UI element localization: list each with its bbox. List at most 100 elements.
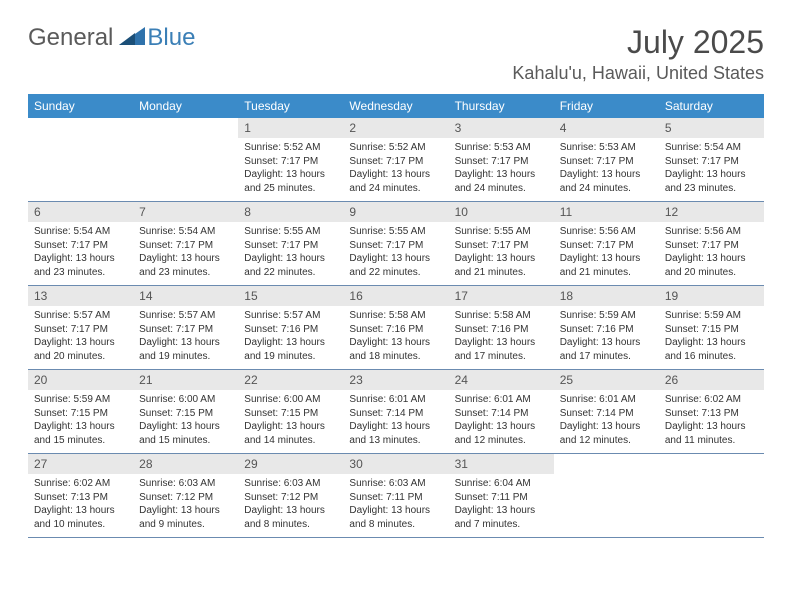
day-details: Sunrise: 5:52 AMSunset: 7:17 PMDaylight:…: [238, 138, 343, 201]
day-number: 14: [133, 286, 238, 306]
calendar-cell: 29Sunrise: 6:03 AMSunset: 7:12 PMDayligh…: [238, 454, 343, 538]
day-details: Sunrise: 6:01 AMSunset: 7:14 PMDaylight:…: [554, 390, 659, 453]
day-details: Sunrise: 5:56 AMSunset: 7:17 PMDaylight:…: [659, 222, 764, 285]
logo-text-a: General: [28, 24, 113, 52]
calendar-cell: [28, 118, 133, 202]
page-title: July 2025: [627, 24, 764, 61]
calendar-cell: 15Sunrise: 5:57 AMSunset: 7:16 PMDayligh…: [238, 286, 343, 370]
calendar-cell: 18Sunrise: 5:59 AMSunset: 7:16 PMDayligh…: [554, 286, 659, 370]
calendar-cell: 17Sunrise: 5:58 AMSunset: 7:16 PMDayligh…: [449, 286, 554, 370]
calendar-row: 1Sunrise: 5:52 AMSunset: 7:17 PMDaylight…: [28, 118, 764, 202]
weekday-header: Wednesday: [343, 94, 448, 118]
calendar-cell: [133, 118, 238, 202]
calendar-cell: 22Sunrise: 6:00 AMSunset: 7:15 PMDayligh…: [238, 370, 343, 454]
day-number: 23: [343, 370, 448, 390]
location: Kahalu'u, Hawaii, United States: [28, 63, 764, 84]
calendar-cell: 13Sunrise: 5:57 AMSunset: 7:17 PMDayligh…: [28, 286, 133, 370]
day-details: Sunrise: 6:01 AMSunset: 7:14 PMDaylight:…: [343, 390, 448, 453]
day-number: 3: [449, 118, 554, 138]
day-details: Sunrise: 6:02 AMSunset: 7:13 PMDaylight:…: [28, 474, 133, 537]
day-number: 15: [238, 286, 343, 306]
calendar-cell: 11Sunrise: 5:56 AMSunset: 7:17 PMDayligh…: [554, 202, 659, 286]
calendar-cell: 24Sunrise: 6:01 AMSunset: 7:14 PMDayligh…: [449, 370, 554, 454]
day-details: Sunrise: 6:03 AMSunset: 7:11 PMDaylight:…: [343, 474, 448, 537]
day-details: Sunrise: 5:55 AMSunset: 7:17 PMDaylight:…: [449, 222, 554, 285]
weekday-header: Monday: [133, 94, 238, 118]
day-number: 28: [133, 454, 238, 474]
day-details: [659, 474, 764, 530]
calendar-row: 6Sunrise: 5:54 AMSunset: 7:17 PMDaylight…: [28, 202, 764, 286]
calendar-cell: 9Sunrise: 5:55 AMSunset: 7:17 PMDaylight…: [343, 202, 448, 286]
day-number: 19: [659, 286, 764, 306]
calendar-cell: 2Sunrise: 5:52 AMSunset: 7:17 PMDaylight…: [343, 118, 448, 202]
day-details: [28, 138, 133, 194]
day-details: Sunrise: 6:03 AMSunset: 7:12 PMDaylight:…: [133, 474, 238, 537]
day-details: Sunrise: 5:57 AMSunset: 7:17 PMDaylight:…: [133, 306, 238, 369]
day-details: Sunrise: 5:54 AMSunset: 7:17 PMDaylight:…: [659, 138, 764, 201]
calendar-row: 27Sunrise: 6:02 AMSunset: 7:13 PMDayligh…: [28, 454, 764, 538]
day-number: [659, 454, 764, 474]
day-number: 2: [343, 118, 448, 138]
weekday-header: Saturday: [659, 94, 764, 118]
weekday-header: Sunday: [28, 94, 133, 118]
day-number: 20: [28, 370, 133, 390]
day-number: 26: [659, 370, 764, 390]
day-number: 12: [659, 202, 764, 222]
day-details: Sunrise: 5:55 AMSunset: 7:17 PMDaylight:…: [343, 222, 448, 285]
day-number: 17: [449, 286, 554, 306]
day-details: Sunrise: 6:00 AMSunset: 7:15 PMDaylight:…: [238, 390, 343, 453]
calendar-cell: 23Sunrise: 6:01 AMSunset: 7:14 PMDayligh…: [343, 370, 448, 454]
calendar-cell: 28Sunrise: 6:03 AMSunset: 7:12 PMDayligh…: [133, 454, 238, 538]
day-number: 22: [238, 370, 343, 390]
day-number: 21: [133, 370, 238, 390]
calendar-cell: 3Sunrise: 5:53 AMSunset: 7:17 PMDaylight…: [449, 118, 554, 202]
logo: General Blue: [28, 24, 195, 52]
day-number: [133, 118, 238, 138]
day-details: Sunrise: 6:03 AMSunset: 7:12 PMDaylight:…: [238, 474, 343, 537]
calendar-row: 20Sunrise: 5:59 AMSunset: 7:15 PMDayligh…: [28, 370, 764, 454]
weekday-header: Thursday: [449, 94, 554, 118]
weekday-header: Friday: [554, 94, 659, 118]
day-number: [554, 454, 659, 474]
day-number: 5: [659, 118, 764, 138]
calendar-cell: [659, 454, 764, 538]
calendar-cell: 26Sunrise: 6:02 AMSunset: 7:13 PMDayligh…: [659, 370, 764, 454]
day-details: Sunrise: 5:58 AMSunset: 7:16 PMDaylight:…: [343, 306, 448, 369]
calendar-cell: 27Sunrise: 6:02 AMSunset: 7:13 PMDayligh…: [28, 454, 133, 538]
day-details: Sunrise: 5:53 AMSunset: 7:17 PMDaylight:…: [449, 138, 554, 201]
day-number: 29: [238, 454, 343, 474]
day-number: [28, 118, 133, 138]
calendar-cell: 31Sunrise: 6:04 AMSunset: 7:11 PMDayligh…: [449, 454, 554, 538]
day-number: 1: [238, 118, 343, 138]
day-details: Sunrise: 5:55 AMSunset: 7:17 PMDaylight:…: [238, 222, 343, 285]
weekday-header-row: SundayMondayTuesdayWednesdayThursdayFrid…: [28, 94, 764, 118]
logo-icon: [119, 24, 145, 52]
day-details: Sunrise: 6:02 AMSunset: 7:13 PMDaylight:…: [659, 390, 764, 453]
day-details: Sunrise: 5:52 AMSunset: 7:17 PMDaylight:…: [343, 138, 448, 201]
calendar-cell: 10Sunrise: 5:55 AMSunset: 7:17 PMDayligh…: [449, 202, 554, 286]
day-number: 6: [28, 202, 133, 222]
calendar-cell: 20Sunrise: 5:59 AMSunset: 7:15 PMDayligh…: [28, 370, 133, 454]
calendar-cell: 7Sunrise: 5:54 AMSunset: 7:17 PMDaylight…: [133, 202, 238, 286]
day-details: Sunrise: 5:57 AMSunset: 7:17 PMDaylight:…: [28, 306, 133, 369]
calendar: SundayMondayTuesdayWednesdayThursdayFrid…: [28, 94, 764, 538]
calendar-cell: 30Sunrise: 6:03 AMSunset: 7:11 PMDayligh…: [343, 454, 448, 538]
day-number: 13: [28, 286, 133, 306]
calendar-cell: 14Sunrise: 5:57 AMSunset: 7:17 PMDayligh…: [133, 286, 238, 370]
calendar-cell: 12Sunrise: 5:56 AMSunset: 7:17 PMDayligh…: [659, 202, 764, 286]
day-details: Sunrise: 5:59 AMSunset: 7:16 PMDaylight:…: [554, 306, 659, 369]
day-number: 31: [449, 454, 554, 474]
calendar-cell: 6Sunrise: 5:54 AMSunset: 7:17 PMDaylight…: [28, 202, 133, 286]
weekday-header: Tuesday: [238, 94, 343, 118]
calendar-row: 13Sunrise: 5:57 AMSunset: 7:17 PMDayligh…: [28, 286, 764, 370]
day-number: 11: [554, 202, 659, 222]
calendar-cell: 16Sunrise: 5:58 AMSunset: 7:16 PMDayligh…: [343, 286, 448, 370]
day-number: 27: [28, 454, 133, 474]
logo-text-b: Blue: [147, 24, 195, 52]
day-number: 8: [238, 202, 343, 222]
day-number: 30: [343, 454, 448, 474]
calendar-cell: 4Sunrise: 5:53 AMSunset: 7:17 PMDaylight…: [554, 118, 659, 202]
day-details: Sunrise: 5:58 AMSunset: 7:16 PMDaylight:…: [449, 306, 554, 369]
calendar-cell: 1Sunrise: 5:52 AMSunset: 7:17 PMDaylight…: [238, 118, 343, 202]
day-details: Sunrise: 6:00 AMSunset: 7:15 PMDaylight:…: [133, 390, 238, 453]
